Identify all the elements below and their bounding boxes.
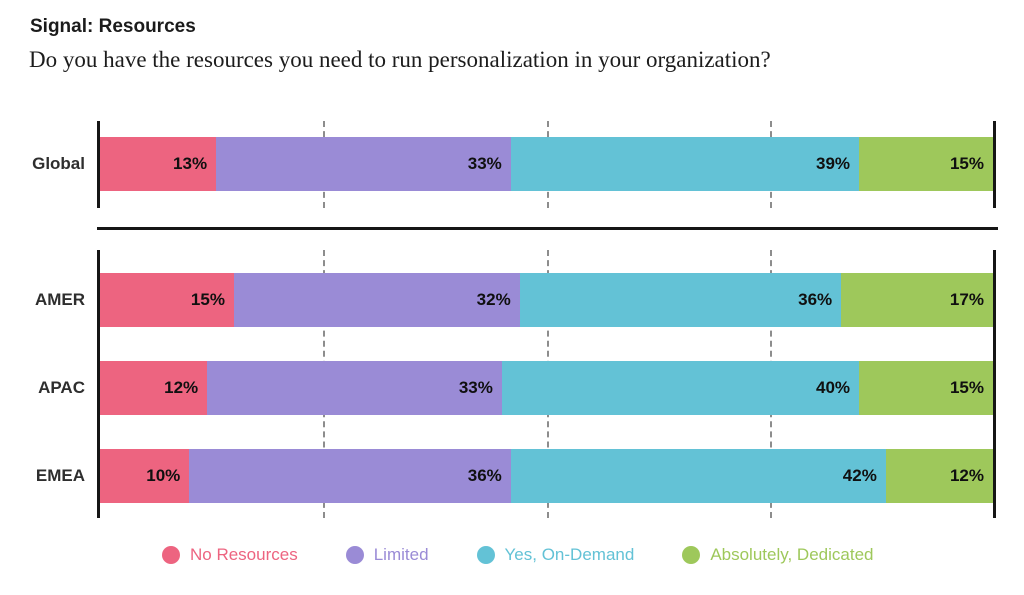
legend-label: Limited: [373, 545, 429, 564]
bar-row-global: Global 13% 33% 39% 15%: [32, 137, 993, 191]
segment-limited: 32%: [233, 273, 520, 327]
segment-yes-on-demand: 39%: [510, 137, 860, 191]
segment-value-label: 33%: [458, 378, 493, 397]
segment-absolutely-dedicated: 15%: [859, 137, 993, 191]
category-label-apac: APAC: [38, 378, 85, 397]
segment-value-label: 42%: [842, 466, 877, 485]
segment-value-label: 12%: [949, 466, 984, 485]
segment-absolutely-dedicated: 15%: [859, 361, 993, 415]
chart-group-regions: AMER 15% 32% 36% 17% APAC 12% 33% 40% 15% EMEA 10% 3…: [35, 250, 996, 518]
legend-item-no-resources: No Resources: [162, 545, 298, 565]
segment-value-label: 15%: [949, 378, 984, 397]
bar-row-emea: EMEA 10% 36% 42% 12%: [36, 449, 993, 503]
bar-row-amer: AMER 15% 32% 36% 17%: [35, 273, 993, 327]
survey-question: Do you have the resources you need to ru…: [29, 47, 771, 72]
category-label-emea: EMEA: [35, 466, 85, 485]
segment-limited: 33%: [216, 137, 511, 191]
chart-legend: No Resources Limited Yes, On-Demand Absolut…: [162, 545, 873, 565]
legend-label: No Resources: [190, 545, 298, 564]
segment-no-resources: 10%: [100, 449, 190, 503]
segment-no-resources: 15%: [100, 273, 234, 327]
segment-no-resources: 13%: [100, 137, 217, 191]
legend-label: Yes, On-Demand: [504, 545, 635, 564]
legend-item-limited: Limited: [345, 545, 429, 565]
segment-absolutely-dedicated: 12%: [885, 449, 993, 503]
group-separator-line: [97, 227, 998, 230]
legend-swatch-icon: [476, 546, 495, 564]
segment-value-label: 17%: [949, 290, 984, 309]
legend-swatch-icon: [345, 546, 364, 564]
segment-yes-on-demand: 36%: [519, 273, 842, 327]
segment-value-label: 15%: [949, 154, 984, 173]
legend-swatch-icon: [162, 546, 180, 564]
segment-value-label: 32%: [476, 290, 511, 309]
chart-group-global: Global 13% 33% 39% 15%: [32, 121, 996, 208]
segment-value-label: 36%: [467, 466, 502, 485]
segment-yes-on-demand: 40%: [501, 361, 860, 415]
bar-row-apac: APAC 12% 33% 40% 15%: [38, 361, 993, 415]
segment-no-resources: 12%: [100, 361, 208, 415]
segment-value-label: 39%: [816, 154, 851, 173]
legend-item-absolutely-dedicated: Absolutely, Dedicated: [682, 545, 873, 565]
segment-limited: 33%: [207, 361, 502, 415]
segment-value-label: 10%: [146, 466, 181, 485]
segment-value-label: 36%: [798, 290, 833, 309]
segment-value-label: 13%: [173, 154, 208, 173]
segment-value-label: 12%: [164, 378, 199, 397]
legend-item-yes-on-demand: Yes, On-Demand: [476, 545, 635, 565]
category-label-global: Global: [32, 154, 85, 173]
segment-yes-on-demand: 42%: [510, 449, 886, 503]
legend-swatch-icon: [682, 546, 701, 564]
legend-label: Absolutely, Dedicated: [710, 545, 874, 564]
segment-limited: 36%: [189, 449, 511, 503]
segment-value-label: 33%: [467, 154, 502, 173]
page-title: Signal: Resources: [30, 16, 196, 37]
segment-value-label: 40%: [816, 378, 851, 397]
segment-value-label: 15%: [190, 290, 225, 309]
category-label-amer: AMER: [34, 290, 85, 309]
segment-absolutely-dedicated: 17%: [841, 273, 993, 327]
